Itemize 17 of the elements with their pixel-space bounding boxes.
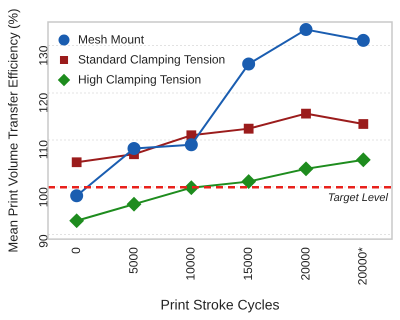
y-axis-title: Mean Print Volume Transfer Efficiency (%) [5,8,20,253]
ref-line-label: Target Level [328,192,389,204]
x-tick-label: 0 [68,246,83,254]
x-tick-label: 15000 [240,246,255,281]
y-tick-label: 110 [36,140,50,160]
legend-label: Standard Clamping Tension [78,52,226,66]
y-tick-label: 90 [36,234,50,248]
x-tick-label: 20000* [356,246,370,286]
y-tick-label: 130 [36,45,50,66]
x-tick-label: 5000 [126,246,140,274]
legend-label: Mesh Mount [78,32,145,46]
y-tick-label: 120 [36,92,50,113]
y-tick-label: 100 [36,186,50,208]
x-tick-label: 10000 [184,246,198,281]
legend-label: High Clamping Tension [78,72,202,86]
x-axis-title: Print Stroke Cycles [160,296,280,312]
x-tick-label: 20000 [298,246,312,281]
